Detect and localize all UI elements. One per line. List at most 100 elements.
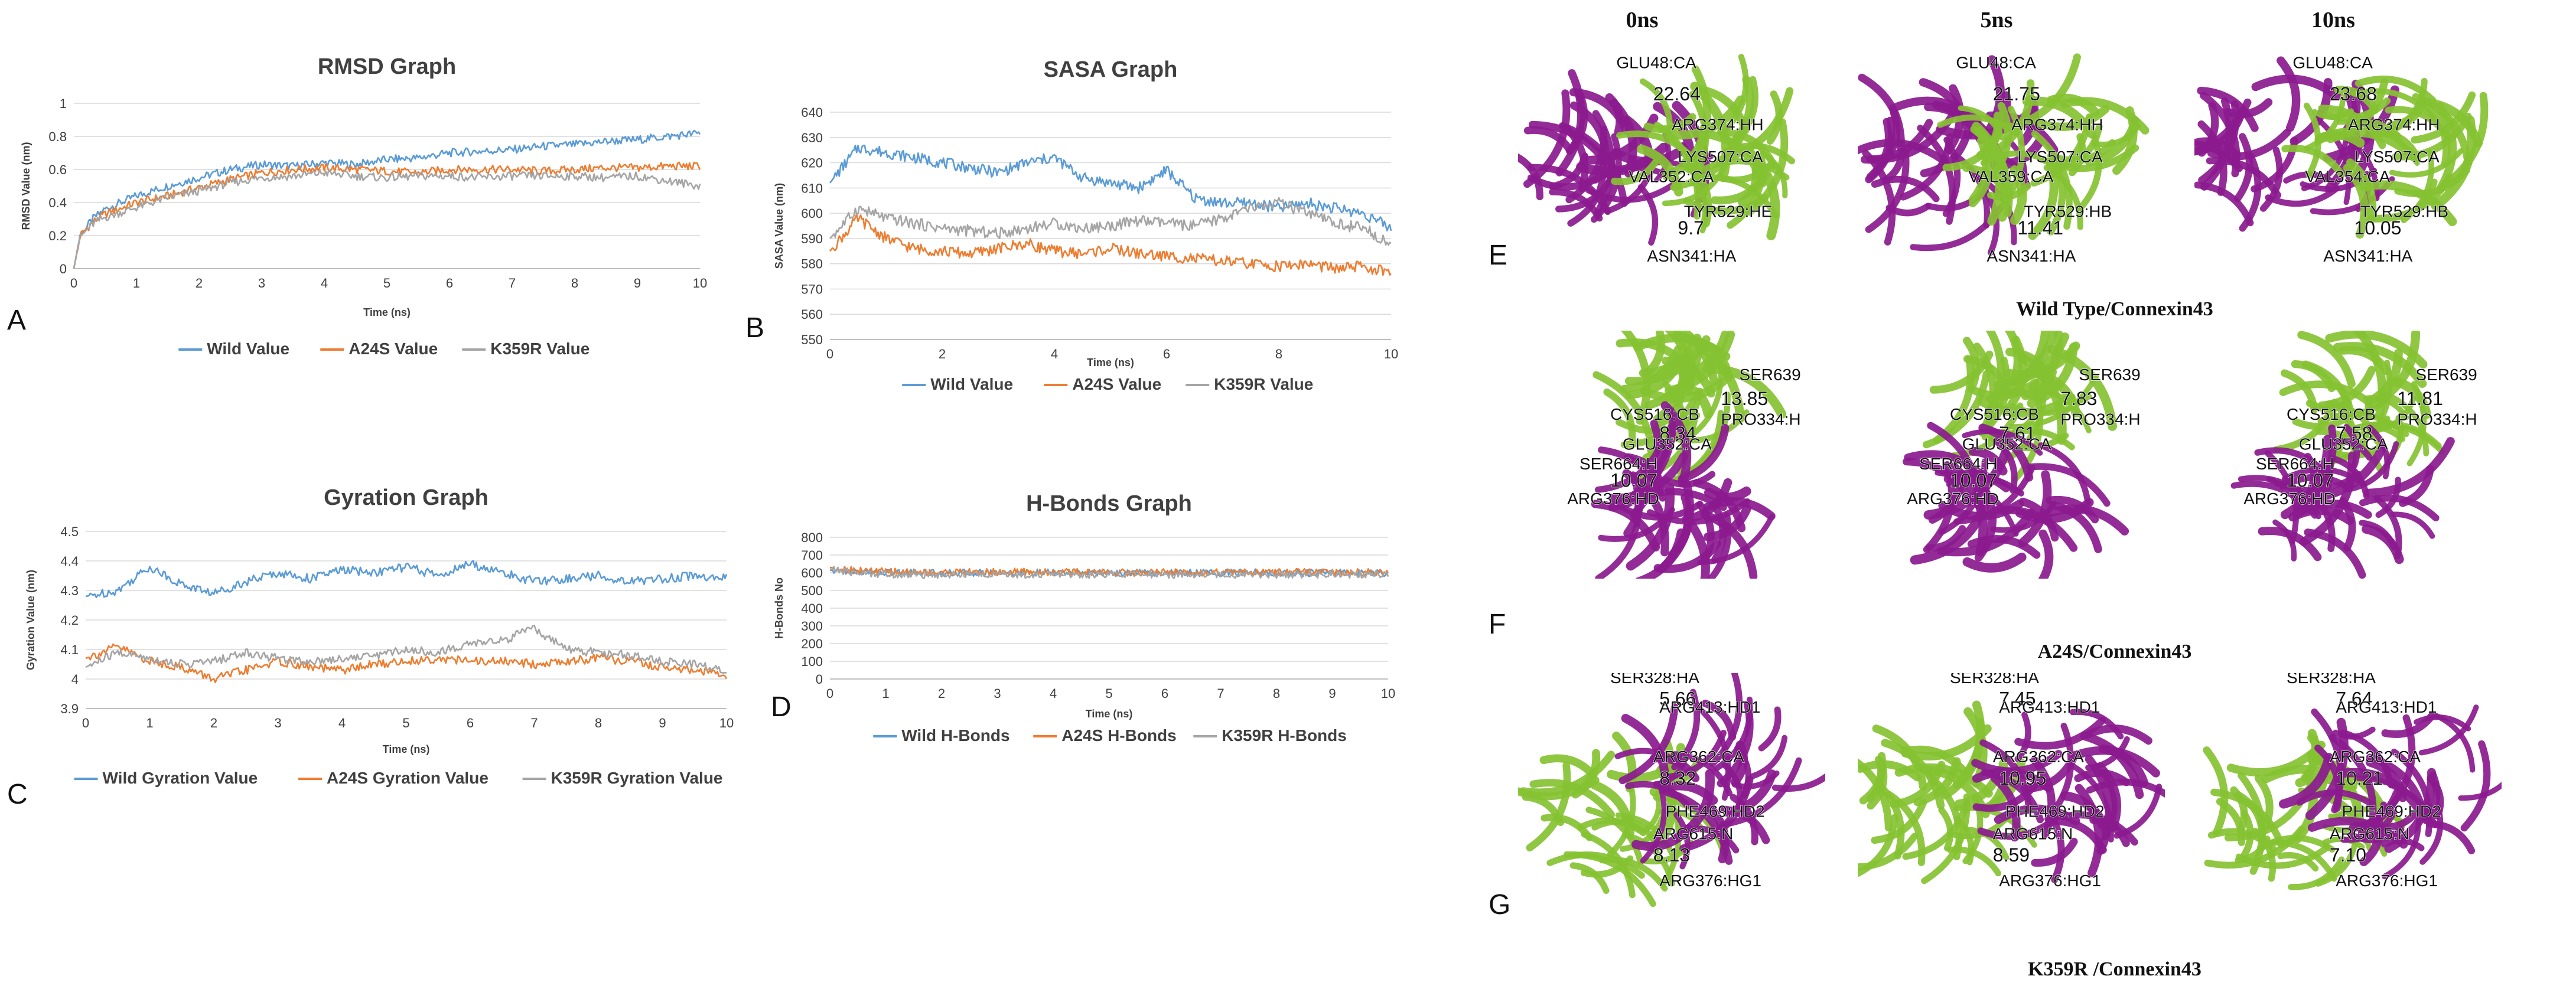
series-line-a24s-value <box>73 161 701 269</box>
y-tick-label: 1 <box>60 96 67 111</box>
legend-entry: K359R Value <box>490 340 590 358</box>
ribbon-segment <box>2203 746 2229 836</box>
ribbon-segment <box>2346 158 2377 224</box>
residue-label: ARG376:HG1 <box>1659 872 1761 890</box>
panel-letter-c: C <box>7 779 28 810</box>
ribbon-segment <box>2297 331 2356 388</box>
structure-f-0: SER639 CYS516:CB8.34 13.85 GLU352:CA PRO334:… <box>1567 331 1801 579</box>
legend-entry: Wild Value <box>207 340 289 358</box>
y-tick-label: 4.2 <box>60 613 79 628</box>
ribbon-segment <box>2067 761 2114 843</box>
row-caption-wild-type: Wild Type/Connexin43 <box>2016 298 2213 320</box>
y-tick-label: 0 <box>60 262 67 276</box>
ribbon-segment <box>1529 779 1615 819</box>
ribbon-segment <box>2075 784 2103 877</box>
residue-label: GLU352:CA <box>1623 435 1712 453</box>
ribbon-segment <box>2343 164 2369 239</box>
ribbon-segment <box>1700 174 1779 219</box>
ribbon-segment <box>2329 455 2370 500</box>
residue-label: ARG376:HD <box>2243 489 2336 508</box>
ribbon-segment <box>2392 112 2472 161</box>
ribbon-segment <box>2333 342 2427 389</box>
y-axis-label: RMSD Value (nm) <box>20 142 32 230</box>
ribbon-segment <box>1980 150 2059 169</box>
residue-label: PHE469:HD2 <box>2005 802 2105 821</box>
ribbon-segment <box>1871 798 1927 844</box>
residue-label: ARG362:CA <box>1653 748 1744 766</box>
ribbon-segment <box>1972 782 2038 812</box>
legend-entry: A24S Gyration Value <box>327 769 489 787</box>
ribbon-segment <box>1990 501 2057 533</box>
y-tick-label: 620 <box>801 156 823 171</box>
panel-letter-d: D <box>771 691 792 723</box>
legend-entry: A24S H-Bonds <box>1061 726 1176 745</box>
ribbon-segment <box>1539 754 1598 779</box>
series-line-wild-gyration-value <box>85 560 728 599</box>
ribbon-segment <box>1936 508 2036 557</box>
residue-label: ASN341:HA <box>1647 247 1736 265</box>
ribbon-segment <box>1719 757 1802 828</box>
distance-label: 13.85 <box>1721 388 1768 409</box>
y-tick-label: 550 <box>801 332 823 347</box>
structure-f-1: SER639 CYS516:CB7.61 7.83 GLU352:CA PRO334:H… <box>1903 331 2141 579</box>
x-tick-label: 6 <box>1161 686 1168 701</box>
residue-label: VAL359:CA <box>1968 168 2054 186</box>
ribbon-segment <box>1925 525 1966 552</box>
residue-label: ARG362:CA <box>1993 748 2084 766</box>
residue-label: PHE469:HD2 <box>1666 802 1765 821</box>
ribbon-segment <box>1621 831 1675 887</box>
ribbon-segment <box>2346 441 2399 492</box>
x-tick-label: 3 <box>994 686 1001 701</box>
ribbon-segment <box>1585 807 1644 866</box>
ribbon-segment <box>1973 342 1997 432</box>
x-tick-label: 7 <box>1217 686 1224 701</box>
ribbon-segment <box>1749 735 1788 779</box>
distance-label: 11.81 <box>2397 388 2443 409</box>
ribbon-segment <box>1663 788 1733 865</box>
ribbon-segment <box>1972 122 2011 222</box>
ribbon-segment <box>1526 761 1571 851</box>
x-axis-label: Time (ns) <box>363 306 411 318</box>
x-tick-label: 0 <box>70 276 77 291</box>
ribbon-segment <box>2422 771 2441 825</box>
x-tick-label: 10 <box>1384 347 1398 361</box>
x-tick-label: 1 <box>882 686 889 701</box>
residue-label: LYS507:CA <box>1678 148 1763 166</box>
ribbon-segment <box>2204 825 2305 869</box>
residue-label: ARG374:HH <box>2348 115 2440 133</box>
series-line-k359r-value <box>73 169 701 269</box>
x-tick-label: 6 <box>1163 347 1170 361</box>
ribbon-segment <box>1717 700 1754 788</box>
panel-letter-g: G <box>1489 889 1511 921</box>
ribbon-segment <box>2030 113 2093 187</box>
x-tick-label: 4 <box>1050 686 1057 701</box>
y-tick-label: 590 <box>801 231 823 246</box>
ribbon-segment <box>2049 817 2107 854</box>
ribbon-segment <box>2238 475 2318 511</box>
ribbon-segment <box>1962 552 2027 573</box>
legend-entry: A24S Value <box>1072 375 1161 393</box>
ribbon-segment <box>2004 331 2022 387</box>
residue-label: ASN341:HA <box>1986 247 2076 265</box>
ribbon-segment <box>2198 100 2240 184</box>
column-header-10ns: 10ns <box>2311 8 2355 32</box>
residue-label: ARG413:HD1 <box>2336 698 2437 716</box>
distance-label: 5.66 <box>1659 688 1696 710</box>
ribbon-segment <box>2038 442 2091 506</box>
y-tick-label: 100 <box>801 654 823 669</box>
structure-e-2: GLU48:CA 23.68 ARG374:HH LYS507:CA VAL354:CA… <box>2194 53 2489 266</box>
ribbon-segment <box>1598 446 1666 502</box>
residue-label: TYR529:HB <box>2024 202 2112 220</box>
ribbon-segment <box>2301 137 2349 191</box>
distance-label: 7.45 <box>1999 688 2036 710</box>
ribbon-segment <box>1653 122 1702 220</box>
ribbon-segment <box>2304 93 2346 151</box>
distance-label: 10.05 <box>2354 217 2401 239</box>
ribbon-segment <box>1709 673 1743 768</box>
distance-label: 23.68 <box>2330 83 2377 105</box>
gyration-chart: Gyration Graph 3.9 4 4.1 4.2 4.3 4.4 4.5 0 1 2 3 4 5 6… <box>25 485 734 787</box>
row-caption-k359r: K359R /Connexin43 <box>2028 958 2202 980</box>
ribbon-segment <box>1614 748 1685 769</box>
residue-label: ARG376:HD <box>1567 489 1659 508</box>
ribbon-segment <box>2364 348 2403 407</box>
